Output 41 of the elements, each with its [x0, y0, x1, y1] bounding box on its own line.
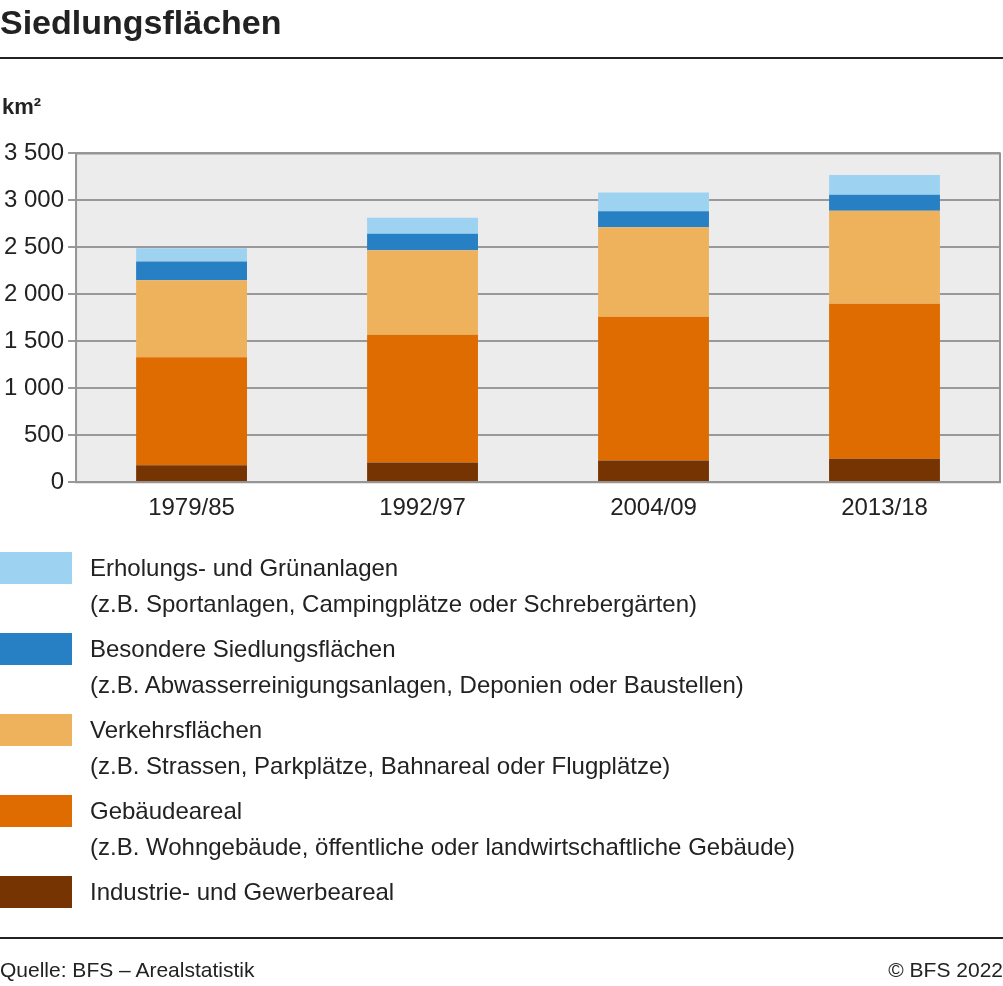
bar: [829, 303, 940, 459]
bar: [598, 192, 709, 212]
text: © BFS 2022: [888, 958, 1003, 982]
x-tick-label: 1992/97: [379, 493, 466, 521]
bar: [136, 465, 247, 482]
bar: [367, 334, 478, 463]
legend-label: Erholungs- und Grünanlagen (z.B. Sportanlagen, Campingplätze oder Schrebergärten): [90, 553, 698, 619]
y-tick-label: 1 000: [4, 372, 65, 400]
legend-label: Industrie- und Gewerbeareal: [90, 877, 395, 907]
bar: [829, 458, 940, 482]
x-tick-label: 1979/85: [148, 493, 235, 521]
y-tick-label: 2 000: [4, 278, 65, 306]
legend-label: Besondere Siedlungsflächen (z.B. Abwasserreinigungsanlagen, Deponien oder Baustellen): [90, 634, 744, 700]
bar: [598, 316, 709, 461]
y-tick-label: 2 500: [4, 231, 65, 259]
y-tick-label: 0: [50, 466, 65, 494]
y-tick-label: 1 500: [4, 325, 65, 353]
bar: [598, 211, 709, 228]
x-tick-label: 2004/09: [610, 493, 697, 521]
bar: [136, 280, 247, 358]
chart-title: Siedlungsflächen: [0, 2, 282, 43]
bar: [136, 261, 247, 281]
bar: [829, 210, 940, 304]
bar: [136, 248, 247, 262]
bar: [136, 357, 247, 466]
bar: [598, 227, 709, 317]
y-tick-label: 3 000: [4, 185, 65, 212]
bar: [367, 217, 478, 234]
bar: [367, 233, 478, 251]
bar: [367, 250, 478, 335]
legend-label: Gebäudeareal (z.B. Wohngebäude, öffentliche oder landwirtschaftliche Gebäude): [90, 796, 795, 862]
y-axis-title: km²: [2, 94, 42, 120]
bar: [829, 194, 940, 211]
bar: [598, 460, 709, 482]
legend-label: Verkehrsflächen (z.B. Strassen, Parkplätze, Bahnareal oder Flugplätze): [90, 715, 671, 781]
source-note: Quelle: BFS – Arealstatistik: [0, 958, 255, 982]
bar: [367, 462, 478, 482]
y-tick-label: 500: [24, 419, 65, 447]
x-tick-label: 2013/18: [841, 493, 928, 521]
bar: [829, 175, 940, 195]
y-tick-label: 3 500: [4, 138, 65, 166]
